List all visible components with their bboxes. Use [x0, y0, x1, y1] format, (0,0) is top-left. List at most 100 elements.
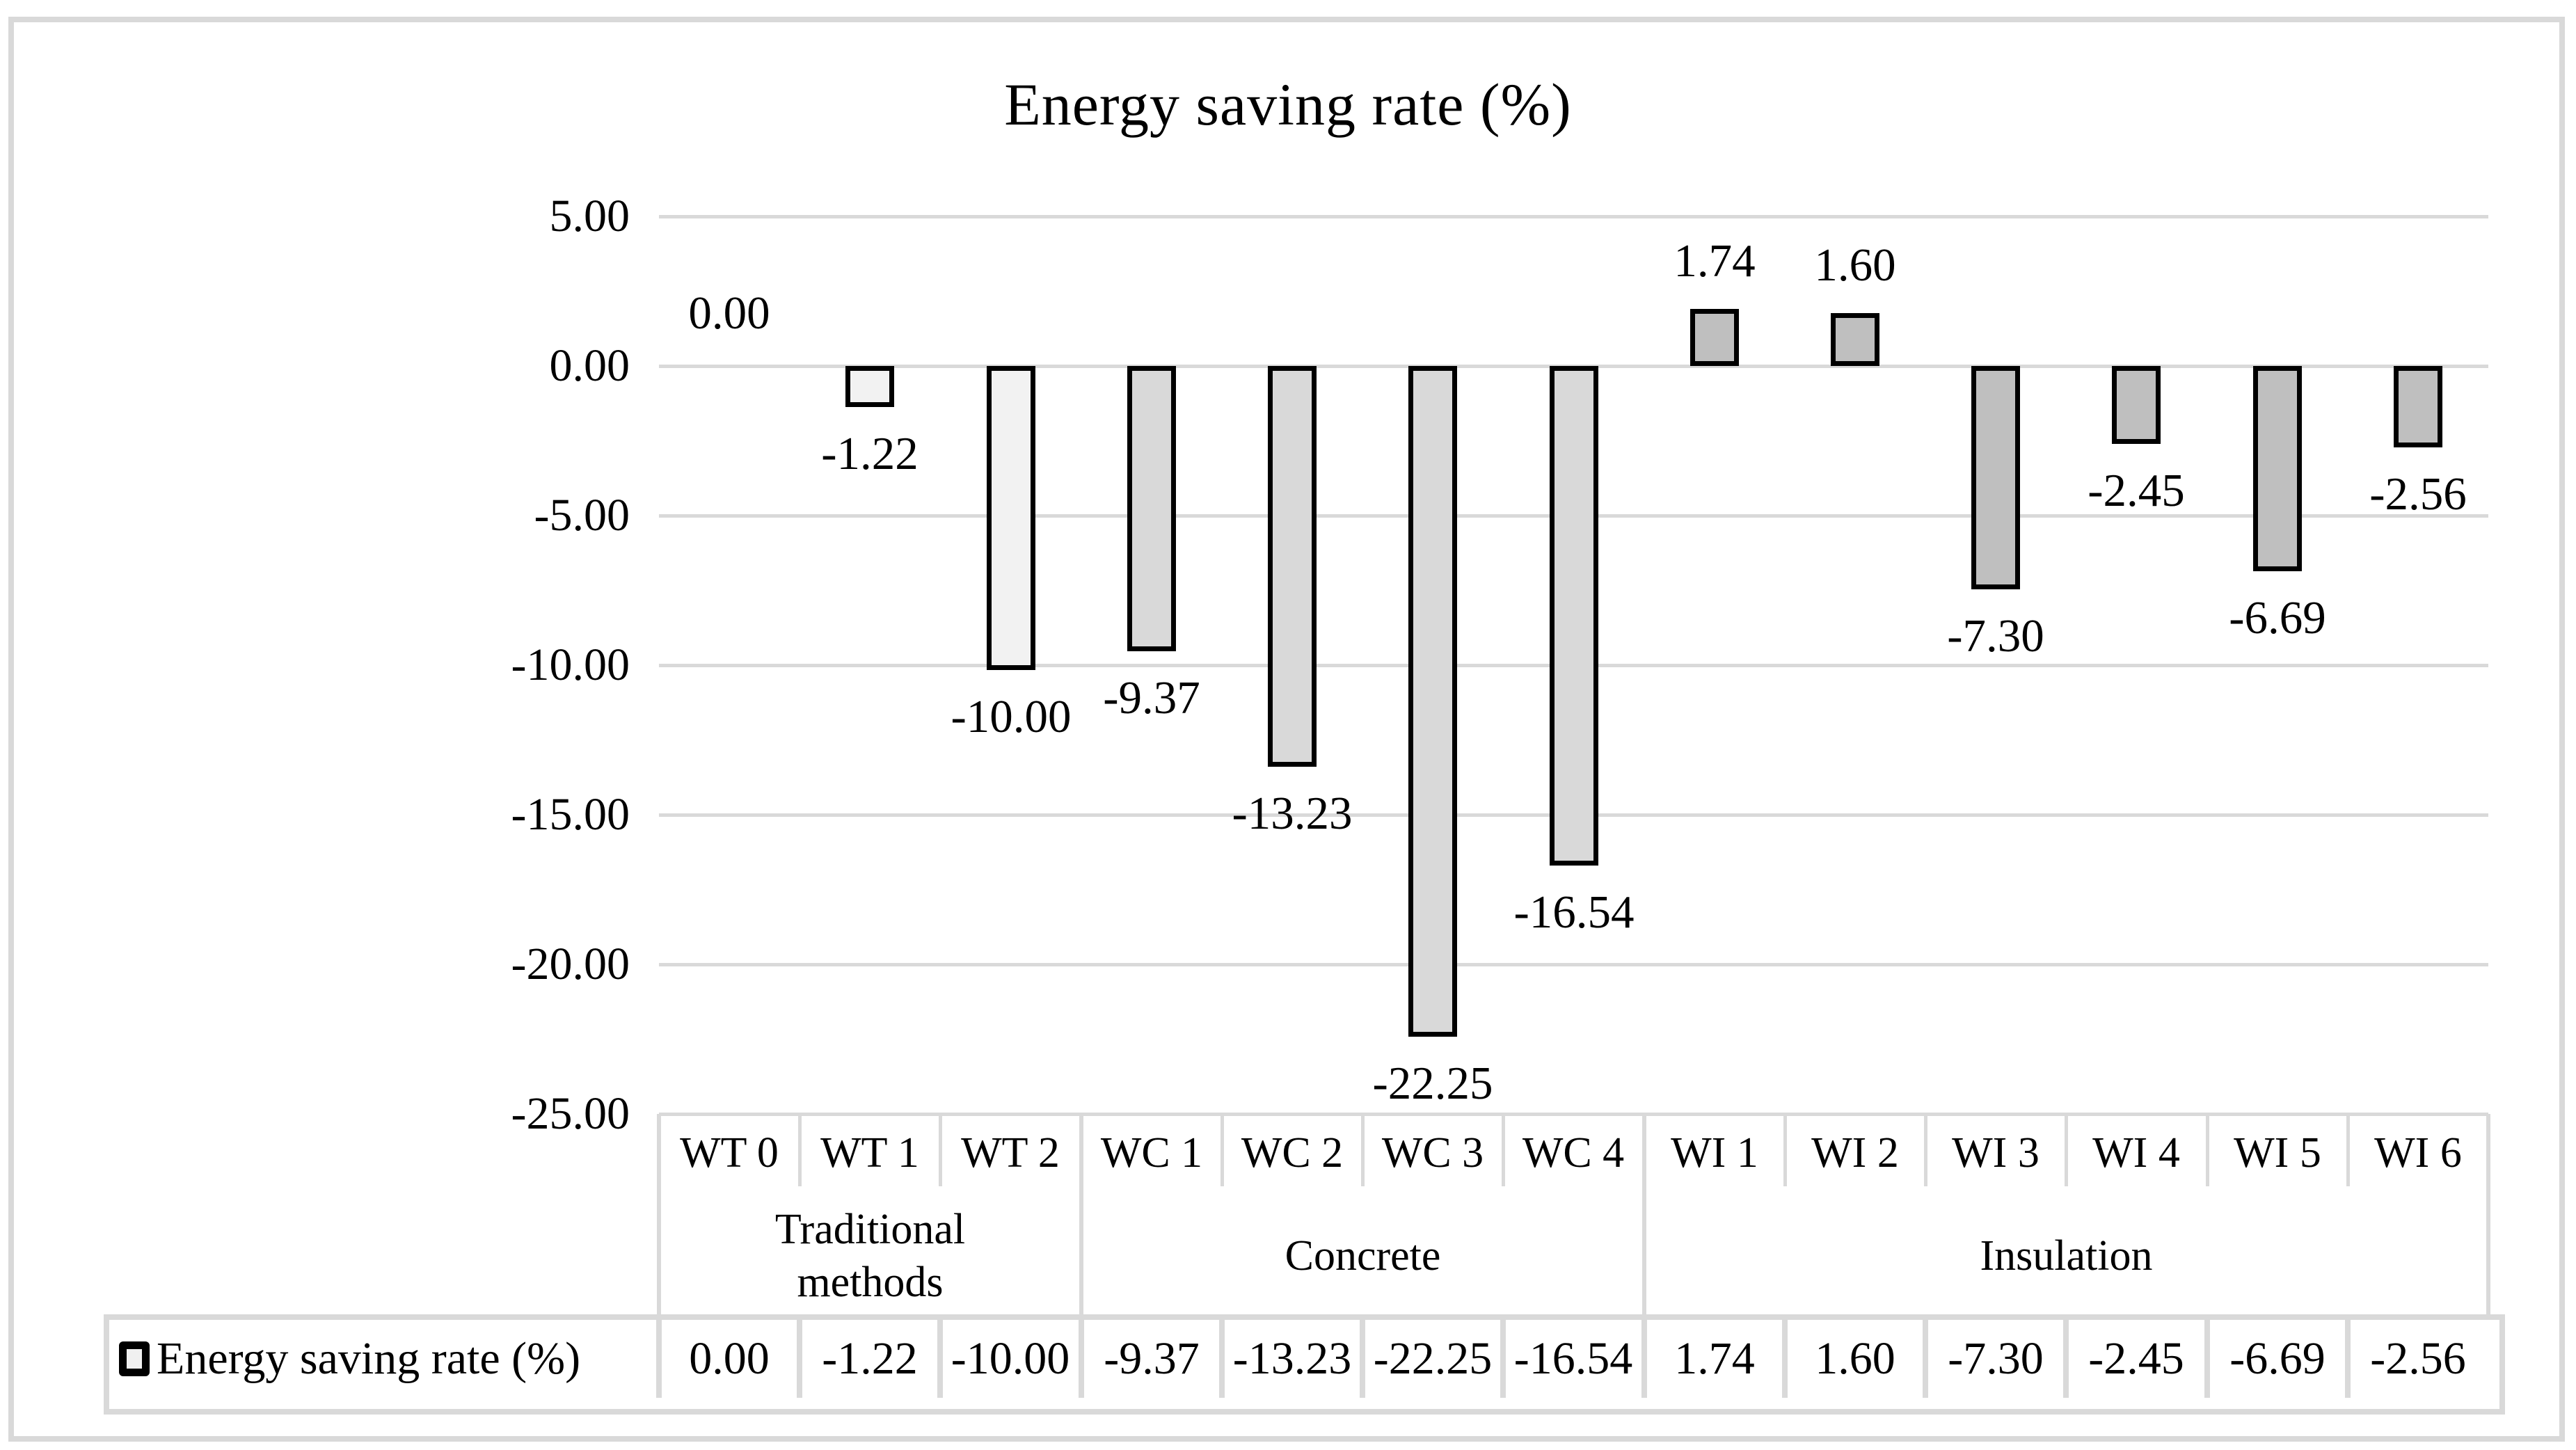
bar — [1408, 366, 1457, 1037]
category-cell: WC 2 — [1241, 1129, 1344, 1177]
category-separator-tick — [2346, 1114, 2350, 1186]
value-cell-separator — [2063, 1320, 2069, 1398]
bar — [845, 366, 894, 407]
category-cell: WT 2 — [961, 1129, 1060, 1177]
bar-value-label: -16.54 — [1513, 886, 1635, 938]
group-label: Insulation — [1980, 1232, 2153, 1280]
bar-value-label: 1.60 — [1814, 239, 1896, 291]
value-cell: -13.23 — [1232, 1333, 1352, 1384]
category-cell: WI 6 — [2374, 1129, 2462, 1177]
bar — [2394, 366, 2442, 447]
category-separator-tick — [1502, 1114, 1505, 1186]
category-separator-tick — [2065, 1114, 2068, 1186]
legend-series-swatch — [119, 1341, 150, 1376]
category-separator-tick — [798, 1114, 802, 1186]
y-tick-label: -5.00 — [534, 490, 630, 541]
bar — [1550, 366, 1598, 866]
bar-value-label: -1.22 — [821, 428, 919, 479]
bar-value-label: -2.45 — [2088, 465, 2185, 516]
bar-value-label: -6.69 — [2229, 592, 2326, 644]
bar — [1831, 313, 1879, 366]
value-cell-separator — [2345, 1320, 2351, 1398]
value-cell: -1.22 — [822, 1333, 918, 1384]
bar — [1268, 366, 1317, 767]
group-separator-line — [1642, 1114, 1646, 1320]
value-cell-separator — [937, 1320, 943, 1398]
value-cell-separator — [1641, 1320, 1647, 1398]
chart-border-frame — [8, 17, 2565, 1442]
group-cell: Traditional methods — [659, 1192, 1081, 1320]
category-separator-tick — [1221, 1114, 1224, 1186]
bar — [1690, 309, 1739, 366]
category-separator-tick — [1361, 1114, 1365, 1186]
group-cell: Concrete — [1081, 1192, 1644, 1320]
category-cell: WT 1 — [820, 1129, 919, 1177]
group-label: Concrete — [1285, 1232, 1441, 1280]
category-separator-tick — [2206, 1114, 2209, 1186]
category-separator-tick — [939, 1114, 942, 1186]
value-cell: -2.56 — [2370, 1333, 2466, 1384]
bar — [987, 366, 1035, 670]
value-cell-separator — [797, 1320, 802, 1398]
y-tick-label: -15.00 — [511, 789, 630, 840]
bar — [2112, 366, 2161, 444]
value-cell-separator — [1360, 1320, 1365, 1398]
y-tick-label: -20.00 — [511, 939, 630, 989]
category-cell: WC 1 — [1100, 1129, 1203, 1177]
group-separator-line — [657, 1114, 661, 1320]
group-separator-line — [2486, 1114, 2490, 1320]
value-cell: -16.54 — [1513, 1333, 1633, 1384]
value-cell-separator — [1782, 1320, 1788, 1398]
category-cell: WI 2 — [1811, 1129, 1899, 1177]
value-cell: -22.25 — [1373, 1333, 1493, 1384]
value-cell: -7.30 — [1948, 1333, 2044, 1384]
category-cell: WC 3 — [1381, 1129, 1484, 1177]
bar — [1127, 366, 1176, 651]
category-cell: WT 0 — [680, 1129, 779, 1177]
category-cell: WC 4 — [1522, 1129, 1625, 1177]
category-separator-tick — [1924, 1114, 1927, 1186]
group-separator-line — [1079, 1114, 1083, 1320]
value-cell-separator — [1500, 1320, 1506, 1398]
bar-value-label: -7.30 — [1947, 610, 2044, 662]
grid-line — [659, 215, 2488, 218]
bar-value-label: -10.00 — [951, 691, 1072, 742]
value-cell: -9.37 — [1104, 1333, 1200, 1384]
y-tick-label: -10.00 — [511, 639, 630, 690]
y-tick-label: -25.00 — [511, 1088, 630, 1139]
grid-line — [659, 1113, 2488, 1116]
value-cell-separator — [1079, 1320, 1084, 1398]
group-label: Traditional methods — [774, 1206, 966, 1306]
value-cell-separator — [1923, 1320, 1928, 1398]
bar-value-label: 0.00 — [688, 287, 770, 339]
value-cell: 1.74 — [1674, 1333, 1755, 1384]
category-cell: WI 4 — [2092, 1129, 2180, 1177]
value-cell: -10.00 — [951, 1333, 1070, 1384]
grid-line — [659, 963, 2488, 966]
data-table-row-border — [104, 1314, 2505, 1415]
value-cell-separator — [656, 1320, 662, 1398]
category-cell: WI 3 — [1952, 1129, 2040, 1177]
bar-value-label: -9.37 — [1103, 672, 1200, 724]
legend-cell: Energy saving rate (%) — [109, 1320, 669, 1398]
bar — [2253, 366, 2302, 571]
bar-value-label: -2.56 — [2369, 468, 2467, 520]
value-cell-separator — [2204, 1320, 2210, 1398]
value-cell: -2.45 — [2088, 1333, 2184, 1384]
bar-value-label: 1.74 — [1673, 235, 1756, 287]
legend-series-label: Energy saving rate (%) — [157, 1333, 581, 1384]
bar — [1971, 366, 2020, 589]
category-separator-tick — [1783, 1114, 1787, 1186]
category-cell: WI 5 — [2234, 1129, 2321, 1177]
value-cell: 0.00 — [689, 1333, 770, 1384]
value-cell-separator — [1219, 1320, 1225, 1398]
chart-title: Energy saving rate (%) — [1004, 71, 1572, 138]
y-tick-label: 5.00 — [549, 191, 630, 241]
category-cell: WI 1 — [1671, 1129, 1758, 1177]
bar-value-label: -13.23 — [1232, 788, 1353, 839]
group-cell: Insulation — [1644, 1192, 2488, 1320]
y-tick-label: 0.00 — [549, 340, 630, 391]
bar-value-label: -22.25 — [1372, 1058, 1493, 1109]
value-cell: -6.69 — [2229, 1333, 2325, 1384]
